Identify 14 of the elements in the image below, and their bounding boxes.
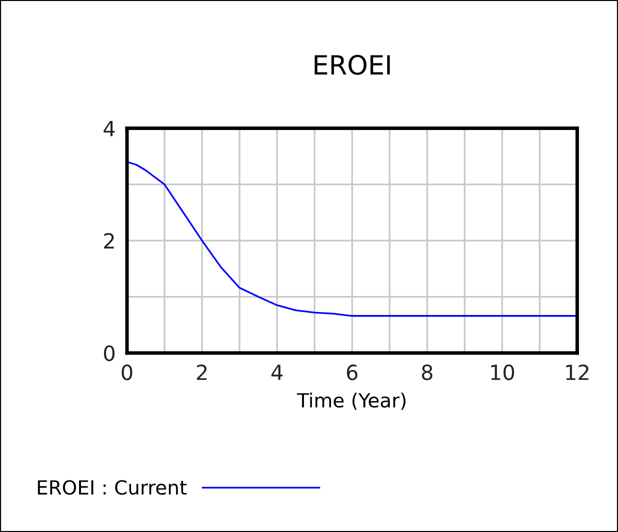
x-tick-label: 6	[346, 364, 358, 380]
y-tick-label: 4	[104, 120, 115, 136]
x-tick-label: 4	[271, 364, 283, 380]
x-tick-label: 2	[196, 364, 207, 380]
x-tick-label: 0	[122, 364, 132, 380]
x-axis-title: Time (Year)	[296, 392, 406, 410]
x-tick-label: 10	[491, 364, 514, 380]
x-tick-label: 8	[422, 364, 432, 380]
y-tick-label: 0	[104, 345, 115, 362]
y-tick-label: 2	[104, 233, 114, 249]
line-series	[127, 161, 578, 317]
text: EROEI : Current	[38, 480, 187, 495]
x-tick-label: 12	[566, 364, 588, 380]
chart-title: EROEI	[314, 54, 390, 75]
